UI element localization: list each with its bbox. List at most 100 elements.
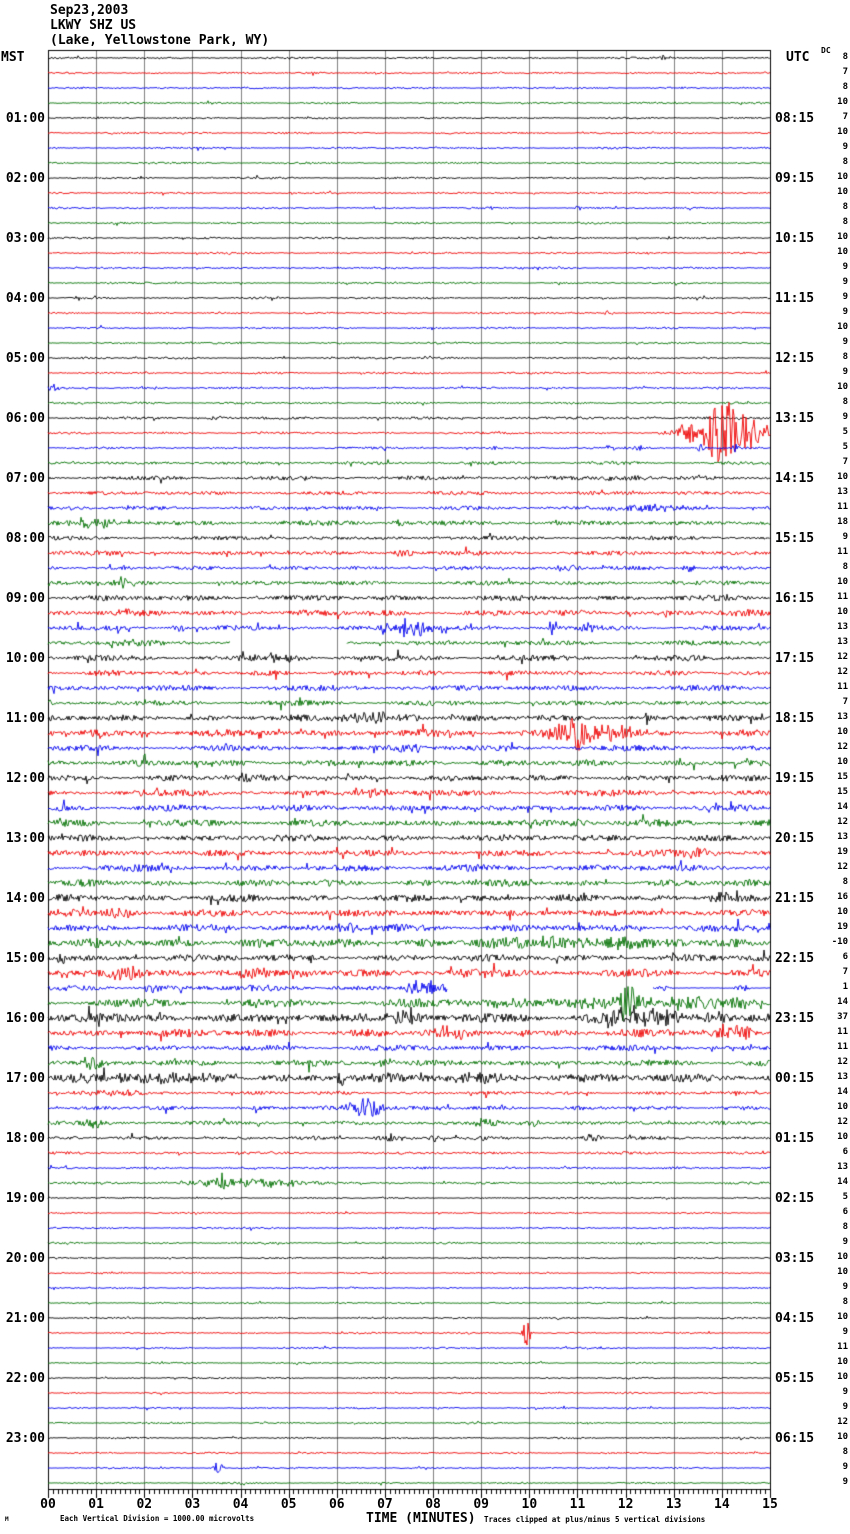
dc-offset-value: 9 — [842, 1462, 848, 1472]
utc-time-label: 03:15 — [775, 1251, 815, 1266]
dc-offset-value: 9 — [842, 1477, 848, 1487]
mst-time-label: 14:00 — [5, 891, 45, 906]
dc-offset-value: 13 — [837, 1072, 848, 1082]
dc-offset-value: 12 — [837, 1417, 848, 1427]
dc-offset-value: 11 — [837, 1342, 848, 1352]
dc-offset-value: 8 — [842, 352, 848, 362]
dc-offset-value: 10 — [837, 232, 848, 242]
dc-offset-value: 11 — [837, 1042, 848, 1052]
dc-offset-value: 15 — [837, 787, 848, 797]
dc-offset-value: 8 — [842, 157, 848, 167]
dc-offset-value: 8 — [842, 397, 848, 407]
dc-offset-value: 15 — [837, 772, 848, 782]
dc-offset-value: 10 — [837, 322, 848, 332]
dc-offset-value: 8 — [842, 82, 848, 92]
dc-offset-value: 8 — [842, 1222, 848, 1232]
dc-offset-value: 7 — [842, 697, 848, 707]
dc-offset-value: 9 — [842, 142, 848, 152]
title-date: Sep23,2003 — [50, 3, 129, 18]
mst-time-label: 22:00 — [5, 1371, 45, 1386]
dc-offset-value: 14 — [837, 997, 848, 1007]
mst-time-label: 12:00 — [5, 771, 45, 786]
dc-offset-value: 6 — [842, 952, 848, 962]
dc-offset-value: 9 — [842, 412, 848, 422]
dc-offset-value: 1 — [842, 982, 848, 992]
dc-offset-value: 10 — [837, 127, 848, 137]
dc-offset-value: 14 — [837, 802, 848, 812]
dc-offset-value: 14 — [837, 1087, 848, 1097]
left-axis-header: MST — [1, 50, 25, 65]
utc-time-label: 16:15 — [775, 591, 815, 606]
mst-time-label: 10:00 — [5, 651, 45, 666]
x-tick-label: 05 — [280, 1497, 297, 1512]
dc-offset-value: 10 — [837, 97, 848, 107]
x-tick-label: 01 — [88, 1497, 104, 1512]
x-tick-label: 10 — [521, 1497, 538, 1512]
dc-offset-value: 12 — [837, 817, 848, 827]
x-tick-label: 11 — [569, 1497, 586, 1512]
mst-time-label: 20:00 — [5, 1251, 45, 1266]
utc-time-label: 06:15 — [775, 1431, 815, 1446]
dc-offset-value: 10 — [837, 247, 848, 257]
dc-offset-value: 12 — [837, 1117, 848, 1127]
utc-time-label: 10:15 — [775, 231, 815, 246]
utc-time-label: 20:15 — [775, 831, 815, 846]
dc-offset-value: 10 — [837, 907, 848, 917]
mst-time-label: 15:00 — [5, 951, 45, 966]
dc-offset-value: 18 — [837, 517, 848, 527]
mst-time-label: 03:00 — [5, 231, 45, 246]
dc-offset-value: 10 — [837, 1372, 848, 1382]
dc-offset-value: 19 — [837, 922, 848, 932]
dc-offset-value: 10 — [837, 607, 848, 617]
dc-offset-value: 6 — [842, 1147, 848, 1157]
utc-time-label: 11:15 — [775, 291, 815, 306]
dc-offset-value: 9 — [842, 1327, 848, 1337]
dc-offset-value: 9 — [842, 262, 848, 272]
mst-time-label: 02:00 — [5, 171, 45, 186]
mst-time-label: 09:00 — [5, 591, 45, 606]
dc-offset-value: 5 — [842, 442, 848, 452]
utc-time-label: 08:15 — [775, 111, 815, 126]
x-tick-label: 09 — [473, 1497, 490, 1512]
dc-offset-value: 10 — [837, 1102, 848, 1112]
corner-mark: M — [5, 1516, 9, 1523]
dc-offset-value: 9 — [842, 307, 848, 317]
dc-offset-value: 11 — [837, 682, 848, 692]
dc-offset-value: 8 — [842, 1447, 848, 1457]
mst-time-label: 04:00 — [5, 291, 45, 306]
utc-time-label: 04:15 — [775, 1311, 815, 1326]
dc-offset-value: 7 — [842, 67, 848, 77]
dc-offset-value: 10 — [837, 187, 848, 197]
utc-time-label: 00:15 — [775, 1071, 815, 1086]
dc-offset-value: 11 — [837, 592, 848, 602]
title-station-code: LKWY SHZ US — [50, 18, 137, 33]
x-tick-label: 03 — [184, 1497, 201, 1512]
utc-time-label: 21:15 — [775, 891, 815, 906]
utc-time-label: 18:15 — [775, 711, 815, 726]
dc-offset-value: 10 — [837, 472, 848, 482]
utc-time-label: 12:15 — [775, 351, 815, 366]
dc-offset-value: 19 — [837, 847, 848, 857]
utc-time-label: 05:15 — [775, 1371, 815, 1386]
mst-time-label: 18:00 — [5, 1131, 45, 1146]
dc-offset-value: 9 — [842, 1237, 848, 1247]
dc-offset-value: 13 — [837, 622, 848, 632]
mst-time-label: 11:00 — [5, 711, 45, 726]
dc-offset-value: 9 — [842, 367, 848, 377]
dc-offset-value: 8 — [842, 217, 848, 227]
mst-time-label: 16:00 — [5, 1011, 45, 1026]
dc-offset-value: 9 — [842, 1402, 848, 1412]
clip-note: Traces clipped at plus/minus 5 vertical … — [484, 1515, 706, 1524]
dc-offset-value: -10 — [831, 937, 848, 947]
dc-offset-value: 16 — [837, 892, 848, 902]
x-tick-label: 14 — [714, 1497, 730, 1512]
dc-offset-value: 10 — [837, 172, 848, 182]
dc-offset-value: 10 — [837, 1357, 848, 1367]
dc-offset-value: 11 — [837, 547, 848, 557]
dc-offset-value: 5 — [842, 427, 848, 437]
utc-time-label: 02:15 — [775, 1191, 815, 1206]
dc-offset-value: 11 — [837, 502, 848, 512]
dc-offset-value: 12 — [837, 862, 848, 872]
